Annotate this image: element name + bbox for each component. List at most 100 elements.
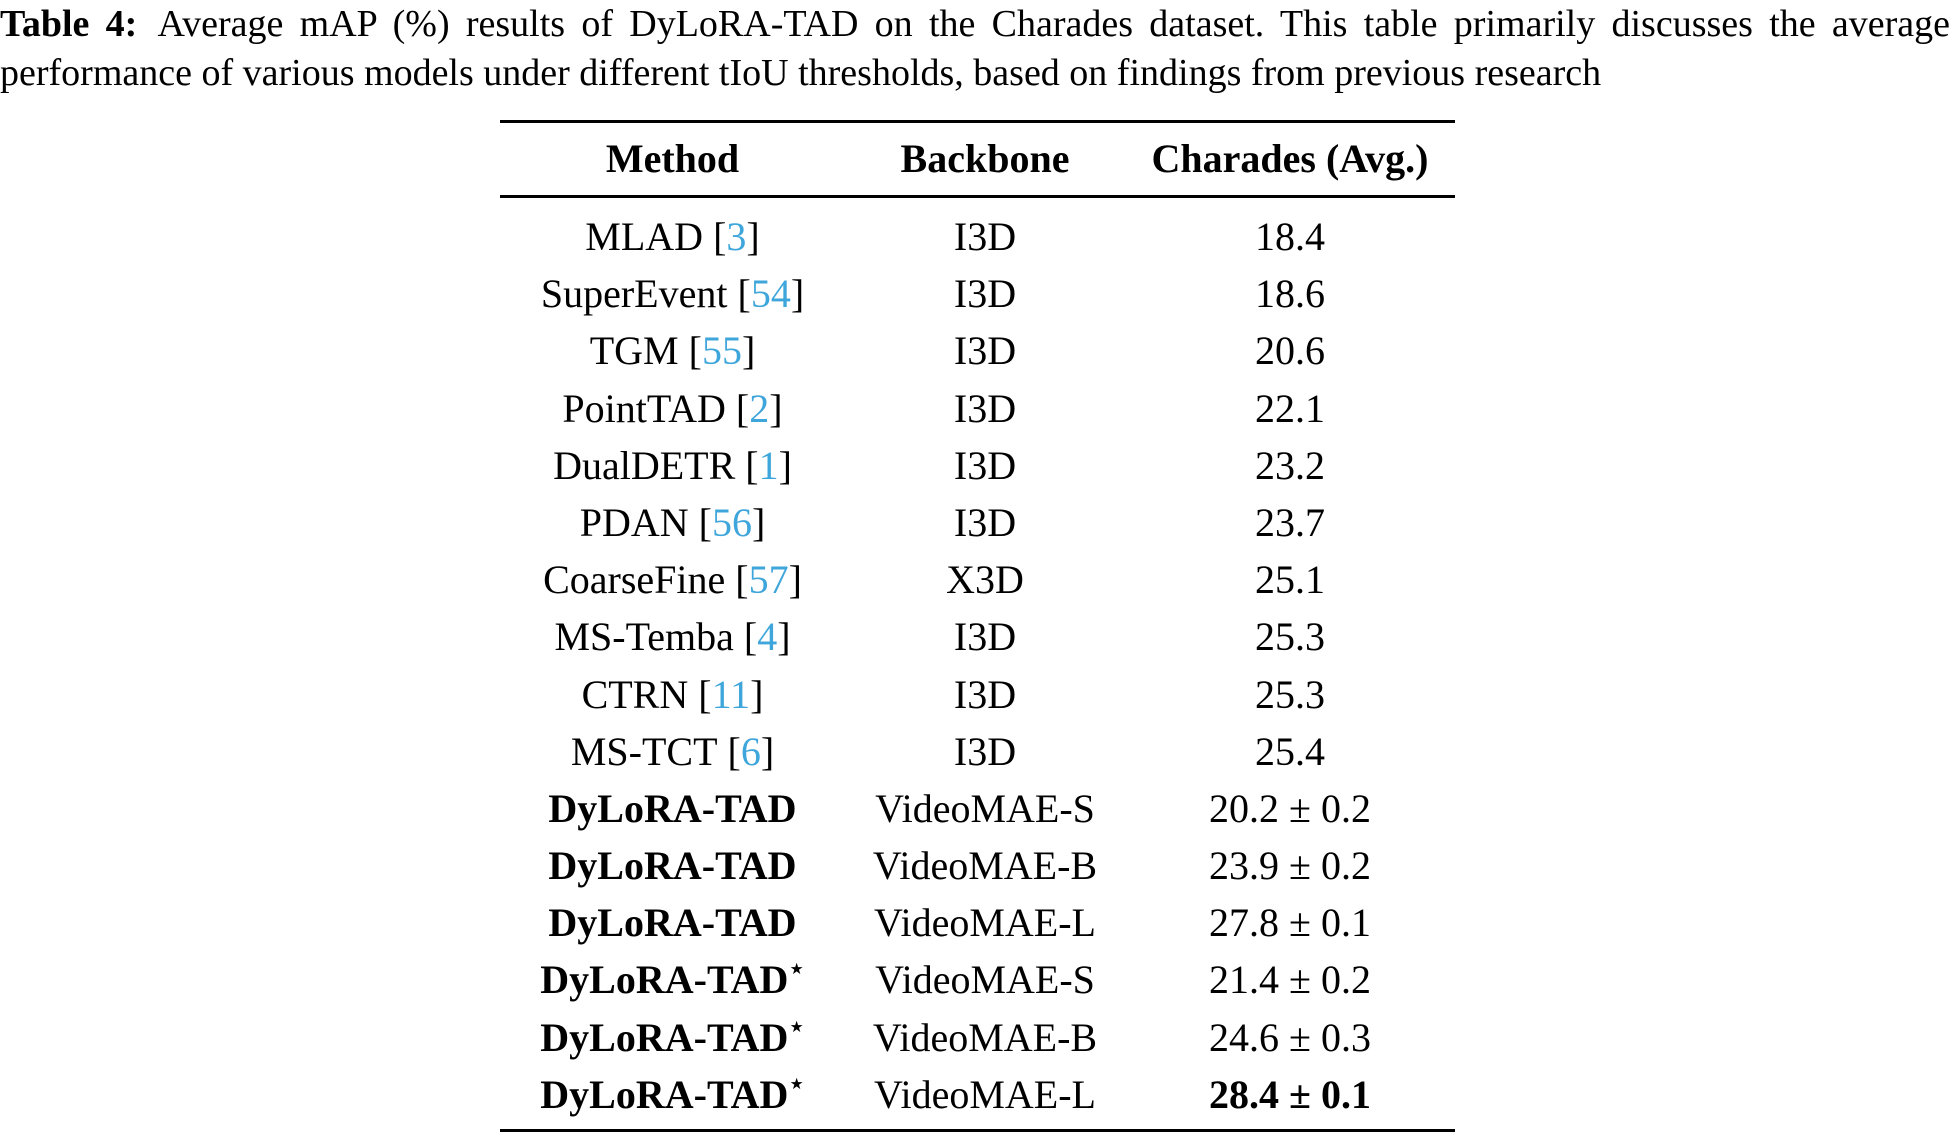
table-row: SuperEvent [54] I3D 18.6 xyxy=(500,265,1455,322)
citation-link[interactable]: 4 xyxy=(757,614,778,660)
method-name: DyLoRA-TAD xyxy=(540,1014,789,1060)
backbone-cell: I3D xyxy=(953,214,1017,259)
backbone-cell: X3D xyxy=(946,557,1024,603)
method-name: DualDETR xyxy=(553,442,736,488)
method-cell: DyLoRA-TAD xyxy=(500,780,845,837)
backbone-cell: I3D xyxy=(953,385,1017,431)
method-cell: CTRN [11] xyxy=(500,666,845,723)
backbone-cell: VideoMAE-S xyxy=(875,785,1095,831)
backbone-cell: I3D xyxy=(953,728,1017,774)
method-cell: MS-TCT [6] xyxy=(500,723,845,780)
backbone-cell: VideoMAE-S xyxy=(875,957,1095,1003)
table-row: PDAN [56] I3D 23.7 xyxy=(500,494,1455,551)
table-row: DyLoRA-TAD⋆ VideoMAE-L 28.4 ± 0.1 xyxy=(500,1066,1455,1123)
column-header-method: Method xyxy=(605,136,740,181)
value-cell: 25.1 xyxy=(1255,557,1325,603)
backbone-cell: I3D xyxy=(953,271,1017,317)
backbone-cell: I3D xyxy=(953,614,1017,660)
method-cell: DyLoRA-TAD⋆ xyxy=(500,1066,845,1123)
value-cell: 20.6 xyxy=(1255,328,1325,374)
table-row: DyLoRA-TAD VideoMAE-S 20.2 ± 0.2 xyxy=(500,780,1455,837)
value-cell: 22.1 xyxy=(1255,385,1325,431)
citation-link[interactable]: 55 xyxy=(701,328,742,374)
table-header-row: Method Backbone Charades (Avg.) xyxy=(500,123,1455,195)
value-cell: 25.4 xyxy=(1255,728,1325,774)
column-header-backbone: Backbone xyxy=(900,136,1070,181)
table-bottom-rule xyxy=(500,1129,1455,1132)
method-name: CTRN xyxy=(581,671,689,717)
backbone-cell: VideoMAE-L xyxy=(874,900,1096,946)
caption-line-2: performance of various models under diff… xyxy=(0,52,1602,94)
method-cell: CoarseFine [57] xyxy=(500,551,845,608)
method-cell: PointTAD [2] xyxy=(500,380,845,437)
method-cell: PDAN [56] xyxy=(500,494,845,551)
table-row: DualDETR [1] I3D 23.2 xyxy=(500,437,1455,494)
citation: [57] xyxy=(725,557,802,603)
method-name: CoarseFine xyxy=(543,557,726,603)
citation-link[interactable]: 2 xyxy=(749,385,770,431)
value-cell: 25.3 xyxy=(1255,671,1325,717)
citation: [2] xyxy=(725,385,783,431)
backbone-cell: I3D xyxy=(953,442,1017,488)
backbone-cell: VideoMAE-B xyxy=(872,843,1098,889)
method-cell: MS-Temba [4] xyxy=(500,608,845,665)
method-cell: SuperEvent [54] xyxy=(500,265,845,322)
citation-link[interactable]: 57 xyxy=(748,557,789,603)
backbone-cell: VideoMAE-L xyxy=(874,1071,1096,1117)
method-name: DyLoRA-TAD xyxy=(548,900,797,946)
method-name: TGM xyxy=(589,328,679,374)
table-row: MS-Temba [4] I3D 25.3 xyxy=(500,608,1455,665)
table-row: DyLoRA-TAD VideoMAE-B 23.9 ± 0.2 xyxy=(500,837,1455,894)
table-row: PointTAD [2] I3D 22.1 xyxy=(500,380,1455,437)
table-top-rule xyxy=(500,120,1455,123)
caption-text: Average mAP (%) results of DyLoRA-TAD on… xyxy=(143,3,1951,45)
citation: [6] xyxy=(717,728,775,774)
table-row: CTRN [11] I3D 25.3 xyxy=(500,666,1455,723)
star-marker: ⋆ xyxy=(788,954,805,985)
table-row: DyLoRA-TAD⋆ VideoMAE-B 24.6 ± 0.3 xyxy=(500,1009,1455,1066)
backbone-cell: I3D xyxy=(953,328,1017,374)
star-marker: ⋆ xyxy=(788,1011,805,1042)
citation-link[interactable]: 1 xyxy=(758,442,779,488)
citation-link[interactable]: 56 xyxy=(711,499,752,545)
citation-link[interactable]: 6 xyxy=(740,728,761,774)
citation-link[interactable]: 11 xyxy=(711,671,751,717)
method-name: PDAN xyxy=(579,499,689,545)
value-cell: 18.4 xyxy=(1255,214,1325,259)
method-name: DyLoRA-TAD xyxy=(548,843,797,889)
backbone-cell: I3D xyxy=(953,671,1017,717)
value-cell: 23.7 xyxy=(1255,499,1325,545)
value-cell: 24.6 ± 0.3 xyxy=(1209,1014,1371,1060)
citation: [3] xyxy=(703,214,760,259)
value-cell: 25.3 xyxy=(1255,614,1325,660)
method-cell: DyLoRA-TAD⋆ xyxy=(500,1009,845,1066)
citation-link[interactable]: 3 xyxy=(726,214,747,259)
method-cell: DyLoRA-TAD xyxy=(500,894,845,951)
backbone-cell: I3D xyxy=(953,499,1017,545)
table-row: CoarseFine [57] X3D 25.1 xyxy=(500,551,1455,608)
value-cell: 28.4 ± 0.1 xyxy=(1209,1071,1371,1117)
column-header-charades-avg: Charades (Avg.) xyxy=(1151,136,1429,181)
method-name: DyLoRA-TAD xyxy=(548,785,797,831)
table-header-rule xyxy=(500,195,1455,198)
value-cell: 23.2 xyxy=(1255,442,1325,488)
table-row: MLAD [3] I3D 18.4 xyxy=(500,208,1455,265)
method-cell: MLAD [3] xyxy=(500,208,845,265)
citation: [1] xyxy=(735,442,792,488)
method-name: MS-TCT xyxy=(570,728,718,774)
table-caption: Table 4: Average mAP (%) results of DyLo… xyxy=(0,0,1950,98)
value-cell: 21.4 ± 0.2 xyxy=(1209,957,1371,1003)
results-table: Method Backbone Charades (Avg.) MLAD [3]… xyxy=(500,120,1455,1132)
citation: [4] xyxy=(733,614,791,660)
citation-link[interactable]: 54 xyxy=(750,271,791,317)
method-cell: DualDETR [1] xyxy=(500,437,845,494)
method-cell: DyLoRA-TAD xyxy=(500,837,845,894)
citation: [11] xyxy=(688,671,764,717)
value-cell: 27.8 ± 0.1 xyxy=(1209,900,1371,946)
method-cell: TGM [55] xyxy=(500,322,845,379)
caption-line-1: Table 4: Average mAP (%) results of DyLo… xyxy=(0,0,1950,49)
table-body: MLAD [3] I3D 18.4 SuperEvent [54] I3D 18.6 TGM… xyxy=(500,198,1455,1129)
method-name: MLAD xyxy=(585,214,704,259)
value-cell: 23.9 ± 0.2 xyxy=(1209,843,1371,889)
method-name: MS-Temba xyxy=(554,614,734,660)
